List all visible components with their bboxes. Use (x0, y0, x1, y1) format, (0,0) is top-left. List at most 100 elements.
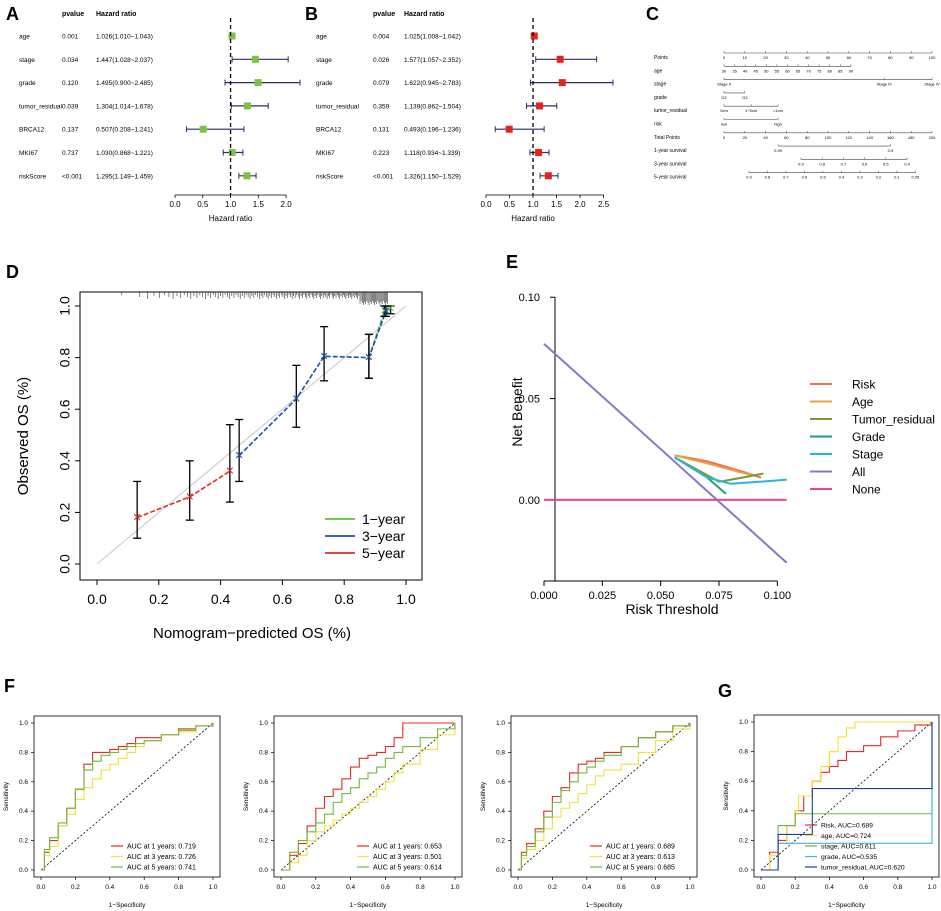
net-benefit-line (674, 456, 787, 485)
y-axis-title: Sensitivity (3, 781, 10, 811)
hr-marker (243, 102, 251, 110)
nomogram-tick-label: 30 (722, 68, 727, 73)
roc-plot-f2: 0.0 0.0 0.2 0.2 0.4 0.4 0.6 0.6 0.8 0.8 1.0 1.0 1−Sp… (243, 715, 463, 909)
row-pvalue: 0.001 (62, 34, 79, 41)
y-tick-label: 0.8 (496, 749, 505, 756)
hr-marker (556, 55, 564, 63)
y-tick-label: 0.0 (259, 867, 268, 874)
legend-label: tumor_residual, AUC=0.620 (821, 865, 905, 872)
chance-diagonal (760, 721, 933, 871)
nomogram-tick-label: 0.3 (857, 175, 863, 180)
hr-header: Hazard ratio (404, 11, 444, 18)
nomogram-tick-label: 0.05 (911, 175, 920, 180)
y-tick-label: 0.05 (519, 394, 540, 406)
nomogram-row-label: 5-year survival (654, 175, 687, 181)
nomogram-row-label: Total Points (654, 135, 680, 141)
x-tick-label: 0.8 (174, 884, 183, 891)
plot-frame (79, 291, 423, 581)
nomogram-tick-label: G2 (721, 95, 727, 100)
x-axis-title: 1−Specificity (109, 902, 146, 909)
chance-diagonal (517, 722, 691, 871)
y-tick-label: 0.8 (19, 749, 28, 756)
x-tick-label: 0.0 (87, 591, 107, 607)
legend-label: 1−year (362, 511, 406, 527)
y-tick-label: 0.2 (739, 837, 748, 844)
row-name: grade (19, 80, 36, 87)
chance-diagonal (40, 722, 214, 871)
y-tick-label: 0.0 (496, 867, 505, 874)
nomogram-tick-label: 20 (743, 135, 748, 140)
nomogram-tick-label: 90 (909, 55, 914, 60)
nomogram-tick-label: Stage II (717, 82, 731, 87)
legend-label: Grade (852, 430, 886, 444)
x-tick-label: 1.5 (253, 200, 265, 209)
nomogram-tick-label: 100 (825, 135, 832, 140)
nomogram-c: Points 0 10 20 30 40 50 60 70 80 90 100 age 30 35 40 45 5… (654, 51, 940, 181)
legend-label: AUC at 3 years: 0.501 (373, 854, 442, 861)
y-tick-label: 0.0 (19, 867, 28, 874)
row-name: age (19, 34, 30, 41)
nomogram-tick-label: Stage IV (924, 82, 940, 87)
nomogram-row-label: age (654, 68, 663, 74)
y-tick-label: 0.6 (496, 779, 505, 786)
nomogram-tick-label: 0.5 (820, 175, 826, 180)
plot-frame (753, 714, 940, 878)
y-axis-title: Sensitivity (480, 781, 487, 811)
nomogram-tick-label: 140 (866, 135, 873, 140)
x-tick-label: 0.8 (893, 884, 902, 891)
y-tick-label: 0.6 (19, 779, 28, 786)
x-tick-label: 0.5 (504, 200, 516, 209)
hr-marker (228, 32, 236, 40)
nomogram-tick-label: 0.9 (798, 161, 804, 166)
y-axis-title: Net Benefit (509, 377, 525, 446)
nomogram-row-label: grade (654, 95, 667, 101)
nomogram-tick-label: 0.9 (746, 175, 752, 180)
y-tick-label: 0.8 (739, 749, 748, 756)
y-tick-label: 0.0 (57, 554, 73, 574)
y-tick-label: 0.4 (496, 808, 505, 815)
legend-label: grade, AUC=0.535 (821, 854, 877, 861)
row-name: tumor_residual (19, 103, 63, 110)
panel-label-a: A (6, 4, 19, 24)
legend-label: None (852, 483, 881, 497)
legend-label: 5−year (362, 545, 406, 561)
calibration-point: ✕ (235, 450, 244, 462)
row-hr-text: 1.118(0.934~1.339) (404, 150, 460, 157)
row-pvalue: <0.001 (373, 173, 393, 180)
calibration-line (238, 310, 387, 457)
panel-label-e: E (506, 252, 518, 272)
y-tick-label: 0.4 (739, 808, 748, 815)
nomogram-tick-label: 40 (805, 55, 810, 60)
nomogram-tick-label: 160 (887, 135, 894, 140)
y-tick-label: 0.6 (259, 779, 268, 786)
legend-label: Risk (852, 378, 876, 392)
row-pvalue: 0.034 (62, 57, 79, 64)
nomogram-tick-label: 10 (743, 55, 748, 60)
calibration-point: ✕ (380, 306, 389, 318)
hr-marker (199, 125, 207, 133)
hr-marker (228, 149, 236, 156)
nomogram-tick-label: 0.1 (894, 175, 900, 180)
legend-label: 3−year (362, 528, 406, 544)
x-tick-label: 0.8 (334, 591, 354, 607)
row-name: BRCA12 (19, 127, 45, 134)
panel-label-d: D (6, 262, 19, 282)
nomogram-tick-label: 0.8 (765, 175, 771, 180)
hr-marker (535, 149, 543, 156)
x-tick-label: 0.6 (273, 591, 293, 607)
x-tick-label: 0.5 (197, 200, 209, 209)
row-hr-text: 1.326(1.150~1.529) (404, 173, 461, 180)
row-name: grade (316, 80, 333, 87)
x-tick-label: 0.0 (513, 884, 522, 891)
row-hr-text: 1.622(0.945~2.783) (404, 80, 461, 87)
nomogram-tick-label: 0cm (720, 108, 728, 113)
row-pvalue: 0.223 (373, 150, 390, 157)
x-tick-label: 0.050 (647, 590, 675, 602)
row-hr-text: 1.495(0.900~2.485) (96, 80, 153, 87)
legend-label: AUC at 5 years: 0.685 (606, 865, 675, 872)
y-tick-label: 0.2 (259, 838, 268, 845)
y-tick-label: 0.2 (57, 502, 73, 522)
hr-marker (536, 102, 544, 110)
row-hr-text: 1.304(1.014~1.678) (96, 103, 153, 110)
